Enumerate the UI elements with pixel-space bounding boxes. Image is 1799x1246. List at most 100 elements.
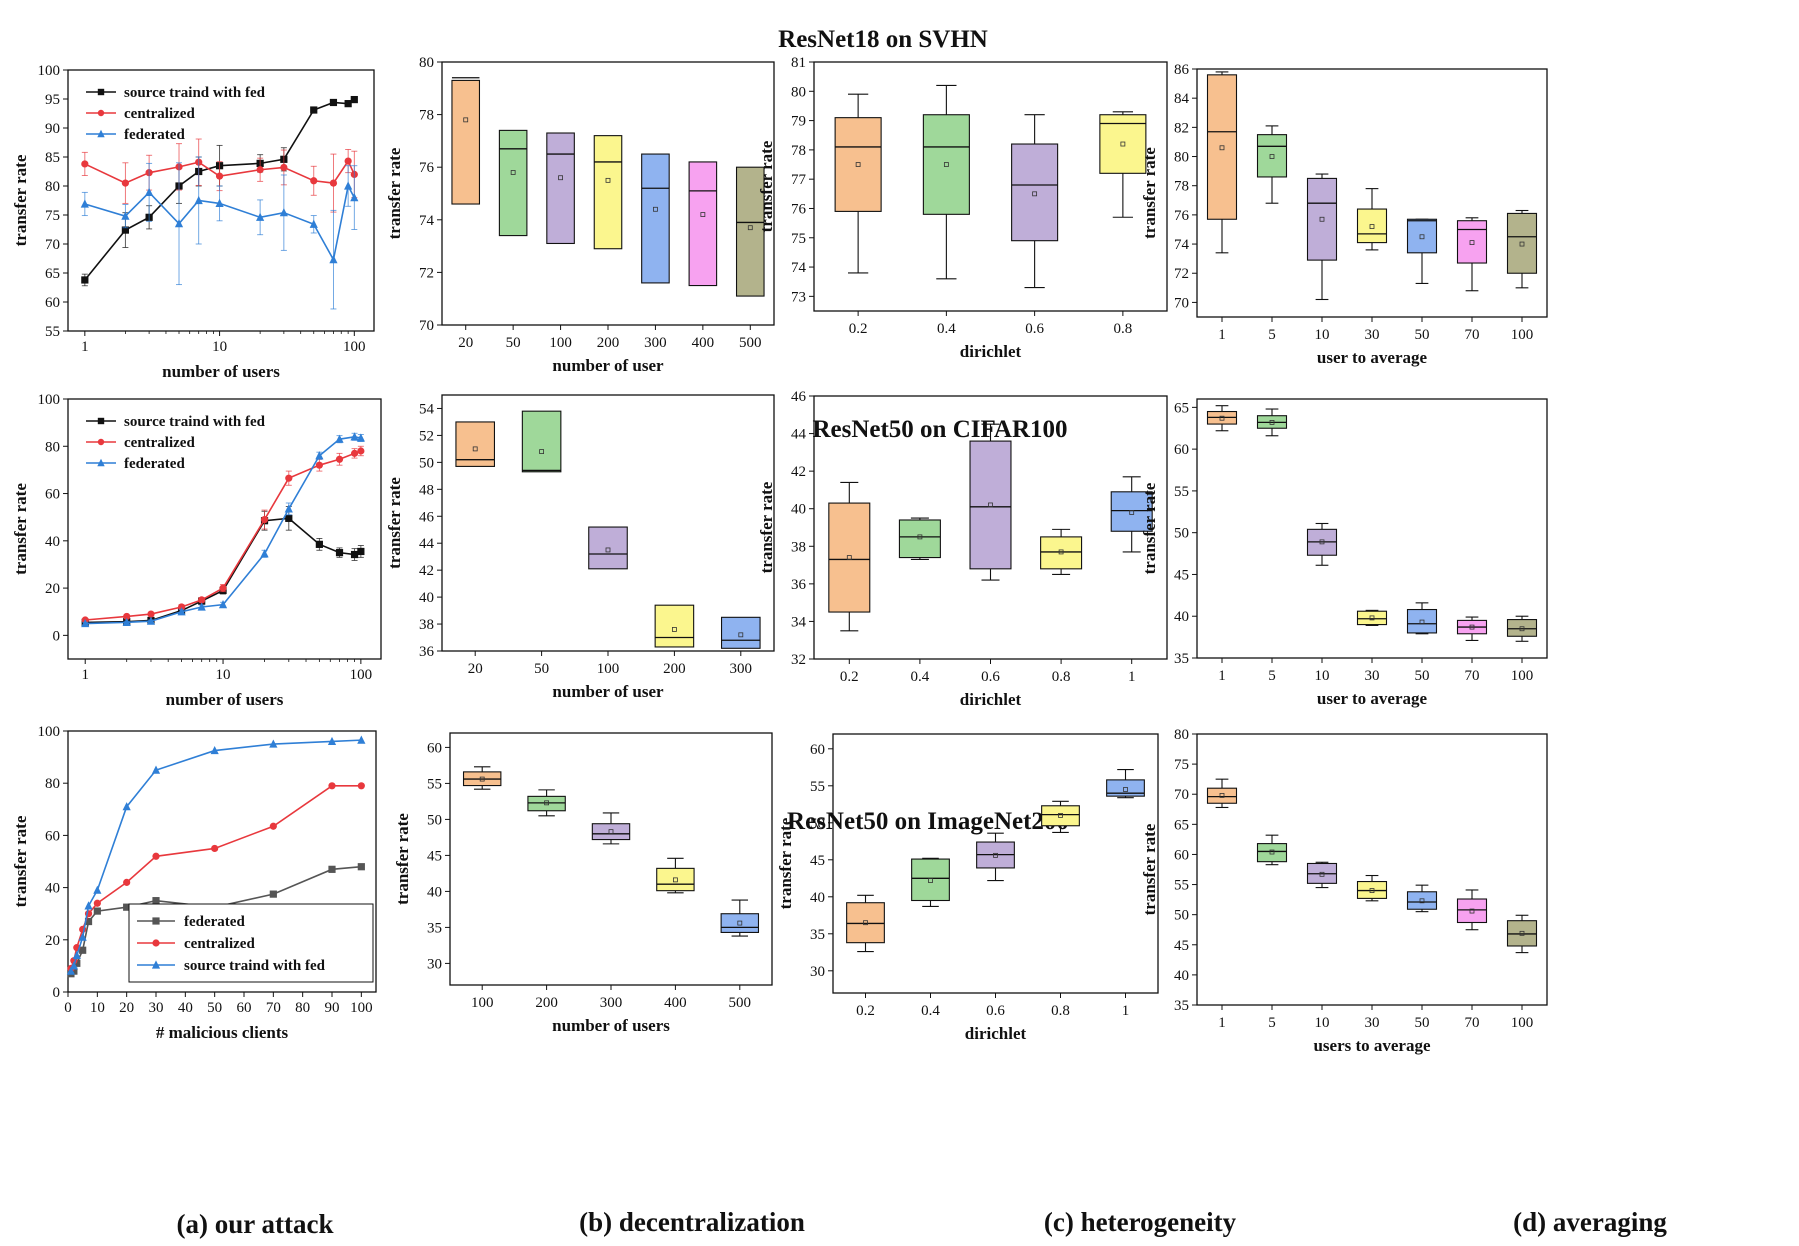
data-point-circle — [285, 474, 293, 482]
box-iqr-green — [898, 519, 941, 559]
data-point-triangle — [350, 432, 359, 441]
data-point-triangle — [356, 433, 365, 442]
box-mean-marker — [700, 212, 706, 217]
x-axis-label: dirichlet — [960, 690, 1022, 709]
x-tick-label: 30 — [1365, 327, 1380, 343]
x-tick-label: 500 — [739, 335, 762, 351]
y-tick-label: 34 — [791, 614, 807, 630]
legend-label: source traind with fed — [184, 958, 326, 974]
data-point-triangle — [335, 434, 344, 443]
y-tick-label: 70 — [419, 318, 434, 334]
data-point-triangle — [122, 617, 131, 626]
y-tick-label: 82 — [1174, 120, 1189, 136]
y-tick-label: 80 — [791, 84, 806, 100]
data-point-triangle — [80, 199, 89, 208]
data-point-square — [84, 917, 93, 926]
box-iqr-purple — [1011, 143, 1059, 242]
y-axis-label: transfer rate — [11, 483, 30, 575]
box-mean-marker — [1123, 787, 1128, 792]
data-point-triangle — [260, 549, 269, 558]
x-tick-label: 300 — [644, 335, 667, 351]
x-tick-label: 5 — [1268, 1015, 1276, 1031]
x-tick-label: 0.2 — [856, 1003, 875, 1019]
data-point-circle — [335, 455, 344, 463]
y-tick-label: 50 — [810, 816, 825, 832]
y-tick-label: 78 — [419, 108, 434, 124]
y-axis-label: transfer rate — [776, 817, 795, 909]
y-tick-label: 35 — [1174, 651, 1189, 667]
data-point-triangle — [66, 966, 76, 975]
y-tick-label: 40 — [810, 890, 825, 906]
y-axis-label: transfer rate — [757, 140, 776, 232]
x-tick-label: 100 — [1511, 668, 1534, 684]
legend-label: source traind with fed — [124, 85, 266, 101]
box-mean-marker — [605, 547, 611, 553]
x-tick-label: 0.4 — [911, 669, 930, 685]
y-tick-label: 84 — [1174, 91, 1190, 107]
data-point-triangle — [84, 901, 93, 910]
y-tick-label: 45 — [1174, 567, 1189, 583]
y-tick-label: 74 — [1174, 237, 1190, 253]
data-point-circle — [357, 782, 365, 790]
panel-cifar100-averaging-box: 35 40 45 50 55 60 65 transfer rate user to avera… — [1140, 398, 1548, 708]
x-tick-label: 1 — [1122, 1003, 1130, 1019]
y-tick-label: 70 — [1174, 787, 1189, 803]
data-point-triangle — [93, 885, 102, 894]
data-point-circle — [121, 179, 129, 187]
box-iqr-bluebox — [720, 913, 760, 933]
y-tick-label: 60 — [45, 295, 60, 311]
x-tick-label: 200 — [663, 661, 686, 677]
x-tick-label: 1 — [1218, 668, 1226, 684]
y-tick-label: 0 — [53, 628, 61, 644]
box-mean-marker — [472, 446, 478, 452]
y-tick-label: 46 — [791, 389, 807, 405]
data-point-square — [70, 967, 78, 975]
panel-cifar100-heterogeneity-box: 32 34 36 38 40 42 44 46 transfer rate dirichlet 0.… — [757, 389, 1168, 709]
y-tick-label: 76 — [419, 160, 435, 176]
x-tick-label: 10 — [1315, 1015, 1330, 1031]
y-tick-label: 80 — [45, 179, 60, 195]
box-mean-marker — [1129, 510, 1135, 515]
box-iqr-bluebox — [1406, 608, 1438, 634]
y-tick-label: 75 — [45, 208, 60, 224]
x-tick-label: 0.8 — [1051, 1003, 1070, 1019]
box-iqr-purple — [591, 823, 631, 841]
data-point-square — [357, 863, 365, 871]
box-iqr-green — [527, 795, 566, 812]
box-iqr-orange — [451, 79, 481, 205]
data-point-triangle — [197, 602, 206, 611]
data-point-triangle — [309, 219, 318, 228]
x-tick-label: 400 — [692, 335, 715, 351]
y-tick-label: 72 — [419, 265, 434, 281]
x-tick-label: 100 — [1511, 1015, 1534, 1031]
box-mean-marker — [672, 627, 677, 632]
y-tick-label: 44 — [419, 536, 435, 552]
panel-svhn-users-line: 55 60 65 70 75 80 85 90 95 100 transfer rate number… — [11, 63, 375, 381]
y-tick-label: 73 — [791, 289, 806, 305]
data-point-circle — [147, 610, 155, 618]
y-tick-label: 75 — [1174, 757, 1189, 773]
data-point-triangle — [177, 607, 186, 616]
x-tick-label: 100 — [350, 1000, 373, 1016]
box-mean-marker — [1419, 619, 1425, 625]
data-point-triangle — [215, 198, 224, 207]
y-tick-label: 40 — [1174, 968, 1189, 984]
x-tick-label: 100 — [343, 339, 366, 355]
box-iqr-bluebox — [1110, 491, 1153, 532]
y-tick-label: 36 — [419, 644, 435, 660]
y-tick-label: 76 — [1174, 208, 1190, 224]
y-tick-label: 40 — [419, 590, 434, 606]
plot-frame — [67, 730, 377, 993]
box-iqr-yellow — [1356, 610, 1388, 626]
y-tick-label: 60 — [1174, 442, 1189, 458]
data-point-square — [310, 106, 318, 114]
box-mean-marker — [1419, 234, 1425, 240]
y-tick-label: 55 — [810, 779, 825, 795]
y-tick-label: 40 — [791, 502, 806, 518]
box-mean-marker — [1319, 871, 1325, 877]
box-mean-marker — [1319, 216, 1325, 222]
box-iqr-bluebox — [641, 153, 670, 284]
data-point-square — [329, 98, 338, 107]
